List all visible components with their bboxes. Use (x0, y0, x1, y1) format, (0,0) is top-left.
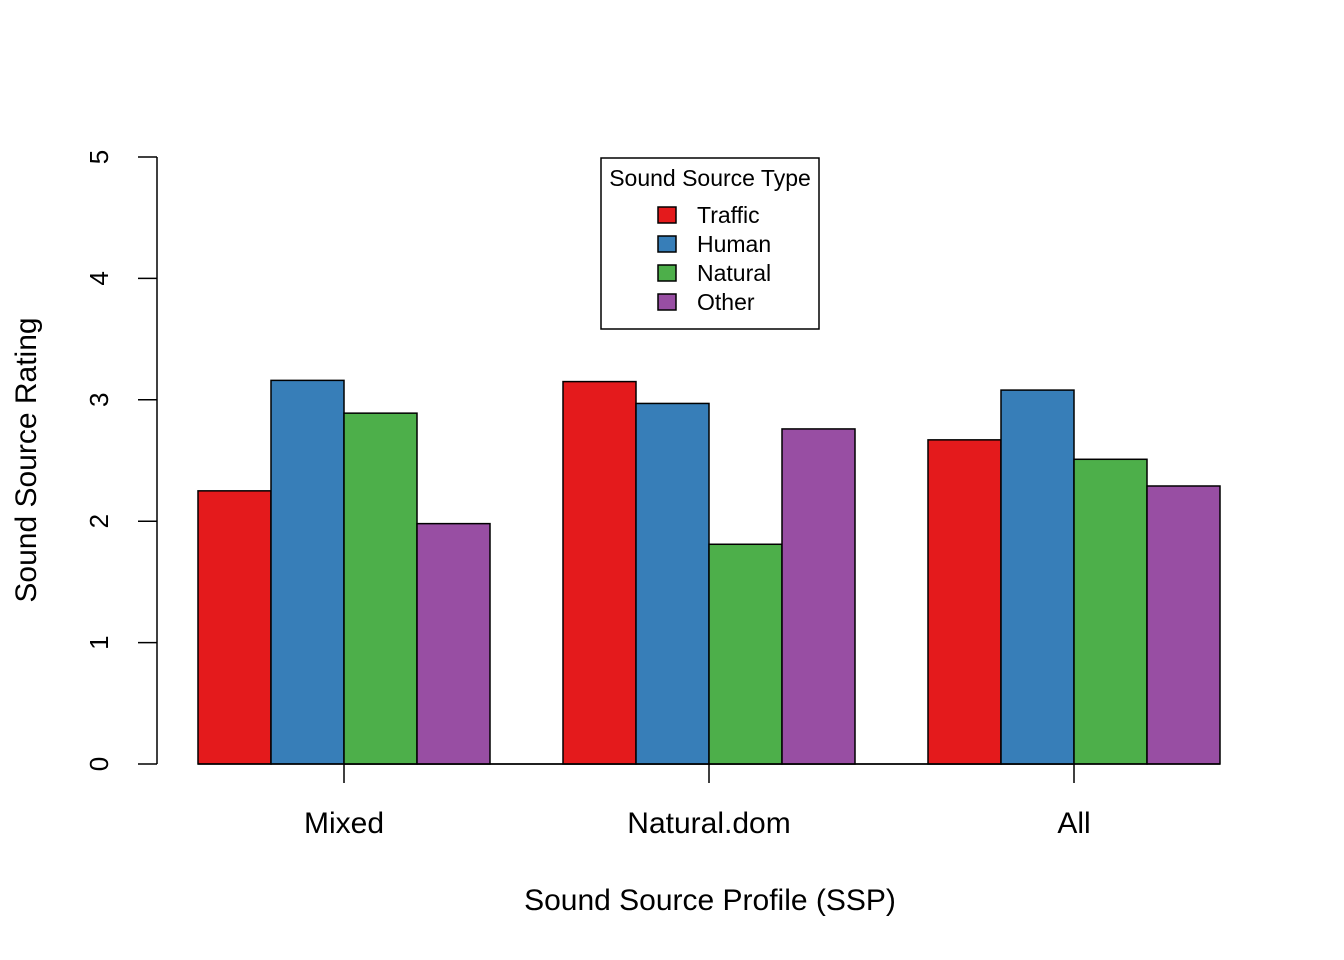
legend-title: Sound Source Type (609, 165, 811, 191)
bar-other-mixed (416, 522, 491, 765)
bar-human-mixed (270, 379, 345, 765)
legend-swatch-other (657, 293, 677, 311)
bar-traffic-natural-dom (562, 380, 637, 765)
legend: Sound Source Type Traffic Human Natural Oth… (600, 157, 820, 330)
legend-swatch-human (657, 235, 677, 253)
x-tick-label: All (1057, 807, 1090, 840)
bar-human-all (1000, 389, 1075, 765)
y-axis: 0 1 2 3 4 5 (84, 150, 158, 771)
legend-label-human: Human (697, 231, 771, 257)
bar-natural-natural-dom (708, 543, 783, 765)
y-tick-label: 1 (84, 635, 114, 649)
bar-natural-all (1073, 458, 1148, 765)
y-tick-label: 0 (84, 757, 114, 771)
legend-box (600, 157, 820, 330)
legend-label-other: Other (697, 289, 755, 315)
legend-swatch-natural (657, 264, 677, 282)
bar-other-natural-dom (781, 428, 856, 765)
legend-label-natural: Natural (697, 260, 771, 286)
x-tick-label: Mixed (304, 807, 384, 840)
x-axis: Mixed Natural.dom All (304, 763, 1091, 840)
x-axis-title: Sound Source Profile (SSP) (524, 884, 896, 917)
y-tick-label: 3 (84, 393, 114, 407)
legend-swatch-traffic (657, 206, 677, 224)
y-tick-label: 4 (84, 271, 114, 285)
y-axis-title: Sound Source Rating (10, 317, 43, 602)
bar-other-all (1146, 485, 1221, 765)
bars (197, 379, 1221, 765)
bar-human-natural-dom (635, 402, 710, 765)
y-tick-label: 2 (84, 514, 114, 528)
bar-traffic-all (927, 439, 1002, 765)
legend-label-traffic: Traffic (697, 202, 760, 228)
x-tick-label: Natural.dom (627, 807, 790, 840)
y-tick-label: 5 (84, 150, 114, 164)
bar-natural-mixed (343, 412, 418, 765)
bar-traffic-mixed (197, 490, 272, 765)
